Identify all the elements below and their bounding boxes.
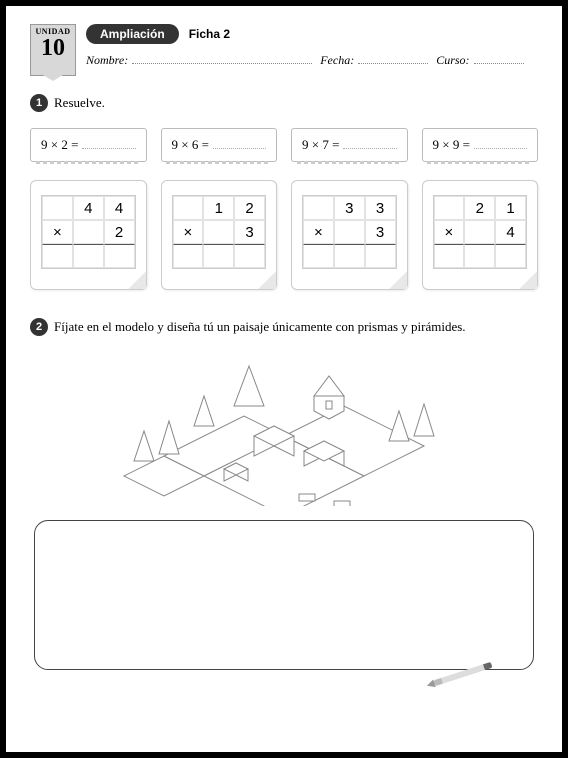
instruction-2: 2 Fíjate en el modelo y diseña tú un pai… xyxy=(30,318,538,336)
eq-box: 9 × 7 = xyxy=(291,128,408,162)
scene-svg xyxy=(104,346,464,506)
num-circle-2: 2 xyxy=(30,318,48,336)
cell[interactable] xyxy=(173,244,204,268)
cell: 3 xyxy=(234,220,265,244)
cell: 3 xyxy=(365,196,396,220)
cell xyxy=(464,220,495,244)
cell: 1 xyxy=(495,196,526,220)
eq-text: 9 × 2 = xyxy=(41,137,78,153)
cell[interactable] xyxy=(42,244,73,268)
header: UNIDAD 10 Ampliación Ficha 2 Nombre: Fec… xyxy=(30,24,538,76)
mult-card: 21 × 4 xyxy=(422,180,539,290)
eq-text: 9 × 7 = xyxy=(302,137,339,153)
info-line: Nombre: Fecha: Curso: xyxy=(86,52,538,68)
worksheet-page: UNIDAD 10 Ampliación Ficha 2 Nombre: Fec… xyxy=(0,0,568,758)
instruction-2-text: Fíjate en el modelo y diseña tú un paisa… xyxy=(54,319,466,335)
eq-blank[interactable] xyxy=(82,139,135,149)
cell xyxy=(303,196,334,220)
ficha-label: Ficha 2 xyxy=(189,27,230,41)
mult-grid: 33 ×3 xyxy=(302,195,397,269)
fecha-label: Fecha: xyxy=(320,53,354,68)
pencil-icon xyxy=(434,662,493,686)
eq-text: 9 × 9 = xyxy=(433,137,470,153)
cell: 2 xyxy=(104,220,135,244)
instruction-1: 1 Resuelve. xyxy=(30,94,538,112)
cell xyxy=(73,220,104,244)
mult-card: 33 ×3 xyxy=(291,180,408,290)
cell[interactable] xyxy=(73,244,104,268)
fecha-field: Fecha: xyxy=(320,52,428,68)
cell xyxy=(434,196,465,220)
cell[interactable] xyxy=(464,244,495,268)
eq-blank[interactable] xyxy=(213,139,266,149)
ampliacion-pill: Ampliación xyxy=(86,24,179,44)
exercise-2: 2 Fíjate en el modelo y diseña tú un pai… xyxy=(30,318,538,670)
cell: 1 xyxy=(203,196,234,220)
cell: × xyxy=(42,220,73,244)
exercise-1: 1 Resuelve. 9 × 2 = 9 × 6 = 9 × 7 = 9 × … xyxy=(30,94,538,290)
eq-text: 9 × 6 = xyxy=(172,137,209,153)
unit-badge: UNIDAD 10 xyxy=(30,24,76,76)
instruction-1-text: Resuelve. xyxy=(54,95,105,111)
cell[interactable] xyxy=(434,244,465,268)
mult-grid: 44 × 2 xyxy=(41,195,136,269)
mult-card: 12 × 3 xyxy=(161,180,278,290)
curso-blank[interactable] xyxy=(474,52,524,64)
cell[interactable] xyxy=(234,244,265,268)
eq-box: 9 × 2 = xyxy=(30,128,147,162)
equation-row: 9 × 2 = 9 × 6 = 9 × 7 = 9 × 9 = xyxy=(30,128,538,162)
cell[interactable] xyxy=(495,244,526,268)
cell[interactable] xyxy=(303,244,334,268)
cell: 4 xyxy=(495,220,526,244)
header-top: Ampliación Ficha 2 xyxy=(86,24,538,44)
num-circle-1: 1 xyxy=(30,94,48,112)
cell: × xyxy=(303,220,334,244)
cell: 3 xyxy=(334,196,365,220)
cell: 4 xyxy=(104,196,135,220)
cell xyxy=(203,220,234,244)
cell: 3 xyxy=(365,220,396,244)
unit-number: 10 xyxy=(31,36,75,60)
cell: 2 xyxy=(234,196,265,220)
fecha-blank[interactable] xyxy=(358,52,428,64)
eq-box: 9 × 9 = xyxy=(422,128,539,162)
nombre-label: Nombre: xyxy=(86,53,128,68)
cell xyxy=(42,196,73,220)
eq-box: 9 × 6 = xyxy=(161,128,278,162)
eq-blank[interactable] xyxy=(474,139,527,149)
cell[interactable] xyxy=(203,244,234,268)
cell: 4 xyxy=(73,196,104,220)
nombre-field: Nombre: xyxy=(86,52,312,68)
nombre-blank[interactable] xyxy=(132,52,312,64)
curso-label: Curso: xyxy=(436,53,469,68)
cell: × xyxy=(434,220,465,244)
answer-box[interactable] xyxy=(34,520,534,670)
cell: 2 xyxy=(464,196,495,220)
eq-blank[interactable] xyxy=(343,139,396,149)
cell[interactable] xyxy=(334,244,365,268)
header-right: Ampliación Ficha 2 Nombre: Fecha: Curso: xyxy=(86,24,538,68)
mult-card: 44 × 2 xyxy=(30,180,147,290)
mult-grid: 12 × 3 xyxy=(172,195,267,269)
cell xyxy=(334,220,365,244)
cell[interactable] xyxy=(104,244,135,268)
cell: × xyxy=(173,220,204,244)
cell xyxy=(173,196,204,220)
curso-field: Curso: xyxy=(436,52,523,68)
mult-grid: 21 × 4 xyxy=(433,195,528,269)
isometric-scene xyxy=(30,346,538,506)
cell[interactable] xyxy=(365,244,396,268)
cards-row: 44 ×2 12 ×3 33 ×3 xyxy=(30,180,538,290)
